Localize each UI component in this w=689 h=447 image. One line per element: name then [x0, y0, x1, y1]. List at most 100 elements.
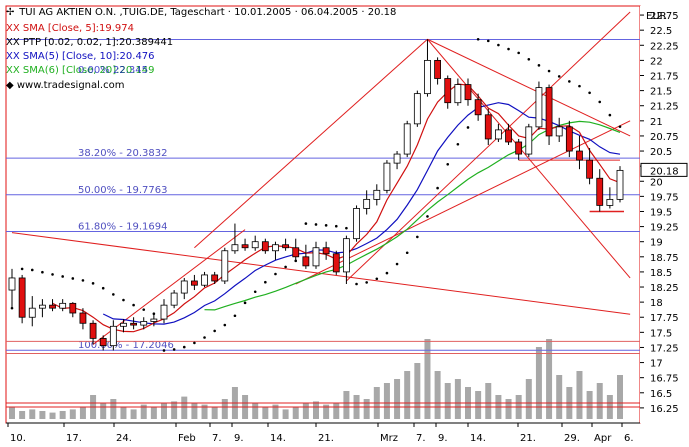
volume-bar: [69, 409, 76, 419]
candle-body: [413, 93, 421, 125]
candle-body: [494, 129, 502, 140]
candle-body: [484, 114, 492, 140]
x-tick-label: 10.: [10, 433, 26, 444]
volume-bar: [221, 399, 228, 419]
volume-bar: [29, 409, 36, 419]
psar-dot: [142, 308, 146, 311]
psar-dot: [334, 224, 338, 228]
volume-bar: [282, 409, 289, 419]
y-tick-label: 18: [650, 298, 663, 309]
candle-body: [596, 177, 604, 206]
psar-dot: [324, 224, 328, 227]
candle-body: [59, 302, 67, 309]
candle-body: [403, 123, 411, 155]
chart-title-text: TUI AG AKTIEN O.N. ,TUIG.DE, Tageschart …: [19, 7, 397, 18]
candle-body: [120, 322, 127, 327]
indicator-prefix: XX: [6, 23, 20, 34]
psar-dot: [517, 51, 520, 55]
volume-bar: [343, 391, 350, 419]
candle-body: [606, 198, 614, 206]
psar-dot: [486, 39, 490, 43]
psar-dot: [537, 64, 541, 67]
candle-body: [272, 244, 279, 252]
candle-body: [444, 78, 452, 104]
volume-bar: [120, 407, 127, 419]
psar-dot: [152, 312, 156, 316]
candle-body: [211, 274, 219, 282]
candle-body: [434, 59, 442, 79]
psar-dot: [588, 91, 591, 95]
candle-body: [576, 150, 583, 161]
indicator-text: SMA [Close, 5]:19.974: [22, 23, 135, 34]
volume-bar: [576, 371, 583, 419]
candle-body: [383, 162, 391, 191]
psar-dot: [527, 58, 531, 61]
psar-dot: [405, 251, 409, 255]
fib-label: 50.00% - 19.7763: [78, 185, 167, 196]
candle-body: [130, 322, 138, 326]
psar-dot: [314, 223, 318, 226]
candle-body: [342, 238, 350, 273]
candle-body: [18, 277, 26, 318]
psar-dot: [20, 267, 24, 271]
y-tick-label: 17.5: [650, 328, 672, 339]
volume-bar: [505, 399, 512, 419]
indicator-text: SMA(5) [Close, 10]:20.476: [22, 51, 155, 62]
x-tick-label: 21.: [318, 433, 334, 444]
candle-body: [150, 318, 158, 322]
candle-body: [424, 59, 431, 95]
psar-dot: [618, 125, 622, 128]
fib-label: 100.00% - 17.2046: [78, 340, 174, 351]
psar-dot: [213, 329, 216, 333]
psar-dot: [476, 37, 480, 41]
psar-dot: [436, 186, 439, 190]
indicator-sma10: XX SMA(5) [Close, 10]:20.476: [6, 50, 155, 63]
candle-body: [302, 256, 310, 267]
volume-bar: [140, 404, 147, 419]
psar-dot: [71, 277, 75, 280]
y-tick-label: 21.75: [650, 72, 679, 83]
psar-dot: [41, 270, 44, 274]
trend-line: [194, 38, 428, 249]
volume-bar: [9, 407, 15, 419]
y-tick-label: 21: [650, 117, 663, 128]
candle-body: [109, 325, 117, 347]
y-tick-label: 18.25: [650, 283, 679, 294]
crosshair-icon: ✢: [6, 7, 15, 18]
candle-body: [251, 241, 259, 249]
x-tick-label: 6.: [624, 433, 634, 444]
candle-body: [79, 312, 87, 324]
psar-dot: [172, 348, 176, 351]
candle-body: [555, 126, 563, 137]
y-tick-label: 16.5: [650, 389, 672, 400]
psar-dot: [365, 281, 368, 284]
volume-bar: [100, 403, 107, 419]
x-tick-label: 9.: [234, 433, 244, 444]
psar-dot: [598, 100, 602, 104]
x-tick-label: Feb: [178, 433, 196, 444]
volume-bar: [79, 407, 86, 419]
candle-body: [363, 198, 371, 209]
candle-body: [231, 244, 239, 252]
y-tick-label: 19.5: [650, 207, 672, 218]
y-tick-label: 18.5: [650, 268, 672, 279]
psar-dot: [426, 215, 429, 218]
volume-bar: [535, 347, 542, 419]
volume-bar: [546, 339, 553, 419]
psar-dot: [223, 323, 227, 327]
volume-bar: [272, 404, 279, 419]
candle-body: [140, 321, 148, 326]
candle-body: [464, 84, 472, 101]
volume-bar: [586, 391, 593, 419]
psar-dot: [375, 277, 379, 281]
volume-bar: [596, 383, 603, 419]
candle-body: [69, 302, 77, 314]
volume-bar: [414, 363, 421, 419]
psar-dot: [274, 272, 277, 276]
candle-body: [89, 322, 97, 339]
candle-body: [99, 337, 107, 347]
candle-body: [39, 304, 46, 309]
psar-dot: [91, 282, 95, 285]
candle-body: [282, 244, 290, 249]
